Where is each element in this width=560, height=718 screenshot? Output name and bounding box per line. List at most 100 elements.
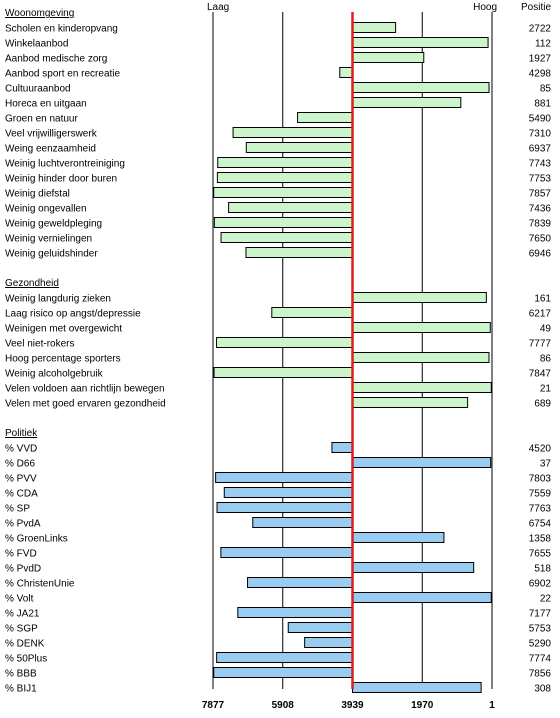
bar xyxy=(252,517,353,528)
position-value: 7310 xyxy=(529,129,552,140)
position-value: 7847 xyxy=(529,369,552,380)
position-value: 5490 xyxy=(529,114,552,125)
row-label: Veel niet-rokers xyxy=(5,339,74,350)
row-label: % Volt xyxy=(5,594,34,605)
row-label: Velen voldoen aan richtlijn bewegen xyxy=(5,384,165,395)
bar xyxy=(271,307,353,318)
row-label: Velen met goed ervaren gezondheid xyxy=(5,399,166,410)
row-label: Weinigen met overgewicht xyxy=(5,324,122,335)
row-label: Weinig hinder door buren xyxy=(5,174,117,185)
bar xyxy=(223,487,353,498)
row-label: Weinig langdurig zieken xyxy=(5,294,111,305)
bar xyxy=(352,532,445,543)
bar xyxy=(352,82,490,93)
bar xyxy=(216,652,353,663)
row-label: Weinig ongevallen xyxy=(5,204,87,215)
row-label: % SP xyxy=(5,504,30,515)
bar xyxy=(228,202,353,213)
position-value: 7650 xyxy=(529,234,552,245)
bar xyxy=(213,217,353,228)
row-label: Cultuuraanbod xyxy=(5,84,71,95)
row-label: % 50Plus xyxy=(5,654,47,665)
row-label: % PvdD xyxy=(5,564,41,575)
position-value: 6754 xyxy=(529,519,552,530)
row-label: % SGP xyxy=(5,624,38,635)
row-label: Weinig vernielingen xyxy=(5,234,92,245)
position-value: 112 xyxy=(535,39,551,50)
row-label: Winkelaanbod xyxy=(5,39,68,50)
position-value: 518 xyxy=(534,564,551,575)
position-value: 6937 xyxy=(529,144,552,155)
row-label: Aanbod sport en recreatie xyxy=(5,69,121,80)
position-value: 7743 xyxy=(529,159,552,170)
bar xyxy=(287,622,353,633)
bar xyxy=(213,187,353,198)
row-label: % PvdA xyxy=(5,519,41,530)
bar xyxy=(237,607,353,618)
bar xyxy=(215,472,353,483)
position-value: 6946 xyxy=(529,249,552,260)
position-value: 7655 xyxy=(529,549,552,560)
position-value: 21 xyxy=(540,384,552,395)
group-title: Politiek xyxy=(5,428,38,439)
bar xyxy=(352,22,397,33)
bar xyxy=(220,547,353,558)
bar xyxy=(247,577,353,588)
position-value: 7857 xyxy=(529,189,552,200)
x-tick-label: 3939 xyxy=(341,700,364,711)
position-value: 7763 xyxy=(529,504,552,515)
group-title: Woonomgeving xyxy=(5,8,74,19)
position-value: 7559 xyxy=(529,489,552,500)
x-tick-label: 1970 xyxy=(411,700,434,711)
row-label: Weinig geweldpleging xyxy=(5,219,102,230)
position-value: 85 xyxy=(540,84,552,95)
row-label: Horeca en uitgaan xyxy=(5,99,87,110)
bar xyxy=(220,232,353,243)
position-value: 5753 xyxy=(529,624,552,635)
row-label: % ChristenUnie xyxy=(5,579,75,590)
position-value: 881 xyxy=(534,99,551,110)
bar xyxy=(304,637,354,648)
row-label: % GroenLinks xyxy=(5,534,68,545)
bar xyxy=(245,247,353,258)
row-label: % CDA xyxy=(5,489,38,500)
bar xyxy=(352,382,492,393)
position-value: 308 xyxy=(534,684,551,695)
header-low-label: Laag xyxy=(207,2,229,13)
position-value: 689 xyxy=(534,399,551,410)
bar xyxy=(213,667,353,678)
group-title: Gezondheid xyxy=(5,278,59,289)
bar xyxy=(245,142,353,153)
bar xyxy=(352,292,487,303)
position-value: 1927 xyxy=(529,54,552,65)
position-value: 7774 xyxy=(529,654,552,665)
position-value: 7856 xyxy=(529,669,552,680)
row-label: % BBB xyxy=(5,669,37,680)
position-value: 4298 xyxy=(529,69,552,80)
bar xyxy=(352,52,425,63)
row-label: % FVD xyxy=(5,549,37,560)
position-value: 6902 xyxy=(529,579,552,590)
position-value: 7753 xyxy=(529,174,552,185)
position-value: 7177 xyxy=(529,609,552,620)
row-label: Veel vrijwilligerswerk xyxy=(5,129,98,140)
bar xyxy=(297,112,353,123)
bar xyxy=(331,442,353,453)
bar xyxy=(217,157,353,168)
bar xyxy=(352,97,462,108)
position-value: 49 xyxy=(540,324,552,335)
position-value: 161 xyxy=(534,294,551,305)
bar xyxy=(213,367,353,378)
row-label: Weinig geluidshinder xyxy=(5,249,98,260)
row-label: Weing eenzaamheid xyxy=(5,144,96,155)
row-label: Weinig luchtverontreiniging xyxy=(5,159,125,170)
row-label: Weinig diefstal xyxy=(5,189,70,200)
x-tick-label: 1 xyxy=(489,700,495,711)
bar xyxy=(352,322,491,333)
header-position-label: Positie xyxy=(521,2,551,13)
row-label: % DENK xyxy=(5,639,45,650)
bar xyxy=(216,502,353,513)
row-label: Hoog percentage sporters xyxy=(5,354,121,365)
position-value: 37 xyxy=(540,459,552,470)
position-value: 1358 xyxy=(529,534,552,545)
